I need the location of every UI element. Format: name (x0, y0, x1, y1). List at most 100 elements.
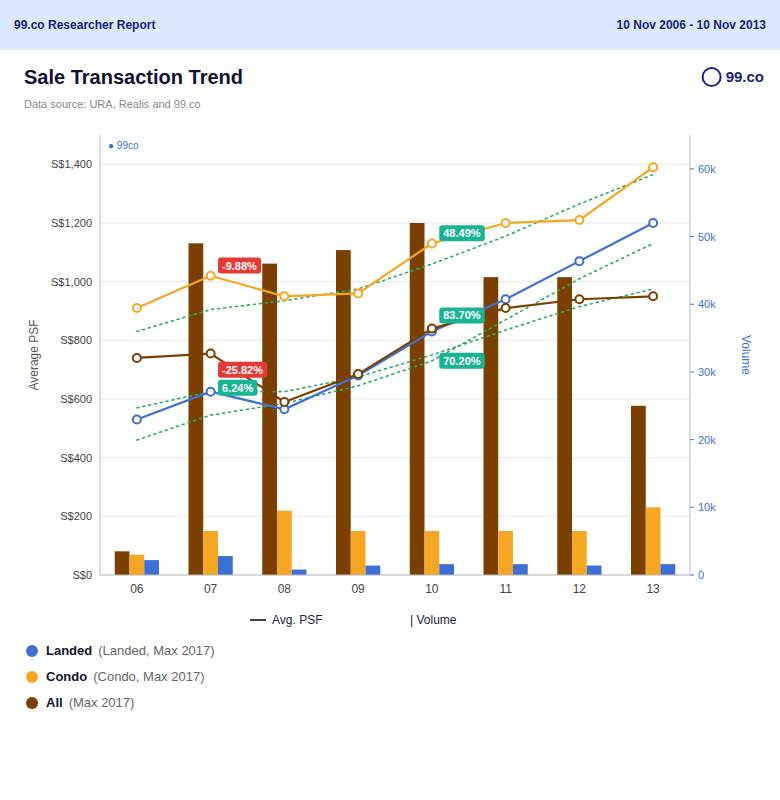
legend: Avg. PSF | Volume Landed (Landed, Max 2017)… (26, 613, 457, 710)
trend-line (137, 289, 653, 408)
y2-tick-label: 0 (698, 569, 704, 581)
y-tick-label: S$200 (60, 510, 92, 522)
logo-circle (703, 68, 721, 86)
y2-axis-label: Volume (739, 335, 753, 375)
y-tick-label: S$800 (60, 334, 92, 346)
volume-bar (277, 511, 292, 575)
y-tick-label: S$1,000 (51, 276, 92, 288)
annotation: -25.82% (218, 362, 267, 378)
psf-marker (575, 295, 583, 303)
legend-note: (Max 2017) (69, 695, 135, 710)
volume-bar (336, 250, 351, 575)
psf-marker (649, 163, 657, 171)
x-tick-label: 09 (351, 582, 365, 596)
y2-tick (690, 371, 694, 372)
legend-note: (Landed, Max 2017) (98, 643, 214, 658)
psf-line (137, 223, 653, 420)
psf-line (137, 167, 653, 308)
volume-bar (572, 531, 587, 575)
y2-tick (690, 507, 694, 508)
psf-marker (502, 304, 510, 312)
volume-bar (366, 566, 381, 575)
y2-tick (690, 236, 694, 237)
x-axis-line (100, 575, 690, 576)
y-tick-label: S$1,200 (51, 217, 92, 229)
psf-marker (354, 370, 362, 378)
legend-title: Avg. PSF (272, 613, 322, 627)
grid-line (100, 223, 690, 224)
psf-marker (502, 295, 510, 303)
psf-marker (575, 257, 583, 265)
volume-bar (631, 406, 646, 575)
volume-bar (203, 531, 218, 575)
volume-bar (587, 566, 602, 575)
volume-bar (189, 243, 204, 575)
y2-tick (690, 304, 694, 305)
psf-marker (649, 292, 657, 300)
annotation-box (439, 353, 485, 369)
annotation: 70.20% (439, 353, 485, 369)
watermark: ● 99co (108, 140, 139, 151)
x-tick-label: 10 (425, 582, 439, 596)
annotation-text: 70.20% (443, 355, 481, 367)
annotation: -9.88% (218, 258, 261, 274)
x-tick-label: 06 (130, 582, 144, 596)
volume-bar (513, 564, 528, 575)
psf-marker (649, 219, 657, 227)
y-tick-label: S$400 (60, 452, 92, 464)
y-axis-label: Average PSF (27, 319, 41, 390)
annotation-text: 48.49% (443, 227, 481, 239)
y2-tick (690, 575, 694, 576)
y2-tick-label: 20k (698, 434, 716, 446)
y2-tick-label: 40k (698, 298, 716, 310)
x-tick-label: 12 (573, 582, 587, 596)
annotation-box (439, 225, 485, 241)
legend-note: (Condo, Max 2017) (93, 669, 204, 684)
x-tick-label: 08 (278, 582, 292, 596)
legend-swatch (26, 671, 38, 683)
y2-tick-label: 10k (698, 501, 716, 513)
y2-tick-label: 50k (698, 231, 716, 243)
y2-tick (690, 439, 694, 440)
y-tick-label: S$600 (60, 393, 92, 405)
legend-entry: Condo (46, 669, 87, 684)
annotation: 83.70% (439, 307, 485, 323)
grid-line (100, 575, 690, 576)
trend-line (137, 244, 653, 441)
y-tick-label: S$0 (72, 569, 92, 581)
psf-marker (354, 289, 362, 297)
x-tick-label: 11 (499, 582, 512, 596)
legend-swatch (26, 645, 38, 657)
title: Sale Transaction Trend (24, 66, 243, 88)
grid (100, 164, 690, 575)
y-tick-label: S$1,400 (51, 158, 92, 170)
y-axis-line (100, 135, 101, 575)
legend-title: | Volume (410, 613, 457, 627)
volume-bar (498, 531, 513, 575)
psf-marker (207, 272, 215, 280)
volume-bar (646, 507, 661, 575)
grid-line (100, 164, 690, 165)
y2-tick-label: 30k (698, 366, 716, 378)
annotation-text: 6.24% (222, 382, 253, 394)
y2-axis-line (690, 135, 691, 575)
volume-bar (262, 264, 277, 575)
y2-tick-label: 60k (698, 163, 716, 175)
psf-marker (207, 350, 215, 358)
header-right: 10 Nov 2006 - 10 Nov 2013 (617, 18, 767, 32)
legend-entry: Landed (46, 643, 92, 658)
psf-line (137, 296, 653, 402)
annotation-box (218, 380, 257, 396)
volume-bar (557, 277, 572, 575)
x-tick-label: 13 (646, 582, 660, 596)
volume-bar (351, 531, 366, 575)
annotation-text: -9.88% (222, 260, 257, 272)
annotation: 6.24% (218, 380, 257, 396)
psf-marker (502, 219, 510, 227)
psf-marker (133, 304, 141, 312)
logo-text: 99.co (726, 68, 764, 85)
annotation-text: -25.82% (222, 364, 263, 376)
psf-marker (207, 388, 215, 396)
volume-bar (661, 564, 676, 575)
header-left: 99.co Researcher Report (14, 18, 155, 32)
